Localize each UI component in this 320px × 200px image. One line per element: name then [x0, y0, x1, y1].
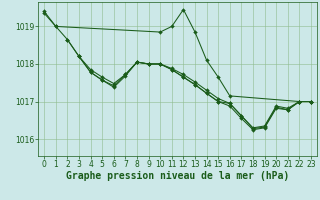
X-axis label: Graphe pression niveau de la mer (hPa): Graphe pression niveau de la mer (hPa) [66, 171, 289, 181]
